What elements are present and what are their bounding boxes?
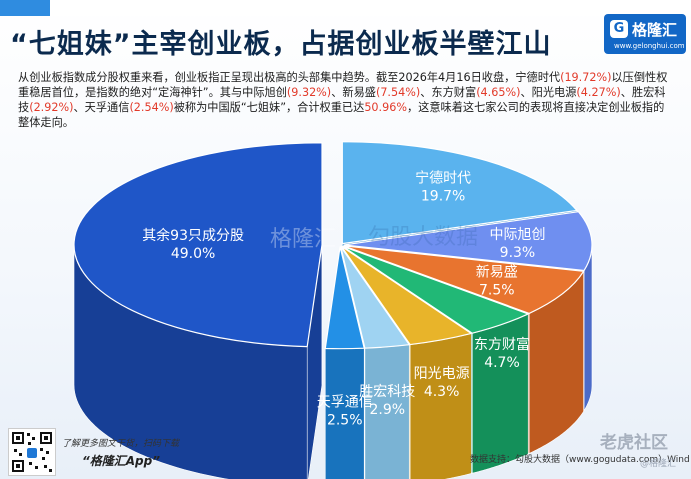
- description-text: 被称为中国版“七姐妹”，合计权重已达: [173, 101, 365, 114]
- data-source: 数据支持：勾股大数据（www.gogudata.com）Wind: [470, 455, 690, 465]
- slice-value-label: 2.9%: [369, 402, 405, 418]
- slice-value-label: 19.7%: [421, 189, 465, 205]
- site-watermark-small: @格隆汇: [640, 459, 677, 469]
- qr-code-icon: [12, 432, 52, 472]
- slice-value-label: 2.5%: [327, 412, 363, 428]
- brand-name: 格隆汇: [632, 21, 678, 39]
- pie-slice-阳光电源[interactable]: [341, 246, 473, 346]
- pie-slice-天孚通信[interactable]: [324, 246, 365, 350]
- slice-category-label: 阳光电源: [414, 366, 470, 382]
- slice-value-label: 4.7%: [484, 355, 520, 371]
- weight-highlight: (2.92%): [29, 101, 74, 114]
- page-title: “七姐妹”主宰创业板，占据创业板半壁江山: [10, 29, 552, 60]
- weight-highlight: (7.54%): [375, 86, 421, 99]
- slice-category-label: 宁德时代: [415, 170, 471, 187]
- pie-slice-side-中际旭创: [583, 244, 593, 412]
- weight-highlight: (9.32%): [286, 86, 332, 99]
- pie-slice-东方财富[interactable]: [342, 245, 530, 334]
- description-text: ，这意味着这七家公司的表现将直接决定创业板指的整体走向。: [18, 101, 665, 129]
- pie-slice-其余93只成分股[interactable]: [73, 142, 323, 348]
- top-bar-accent: [0, 0, 50, 16]
- description-text: 从创业板指数成分股权重来看，创业板指正呈现出极高的头部集中趋势。截至2026年4…: [18, 71, 561, 84]
- slice-value-label: 4.3%: [424, 384, 460, 400]
- brand-url: www.gelonghui.com: [614, 42, 685, 50]
- slice-value-label: 9.3%: [500, 245, 536, 261]
- pie-slice-胜宏科技[interactable]: [340, 246, 411, 349]
- description-text: 、天孚通信: [73, 101, 130, 114]
- pie-slice-side-阳光电源: [409, 333, 472, 479]
- chart-watermark-gelonghui: 格隆汇: [270, 227, 336, 252]
- brand-mark-icon: G: [610, 20, 628, 38]
- pie-tops: [73, 141, 593, 350]
- slice-category-label: 天孚通信: [317, 394, 373, 410]
- slice-category-label: 中际旭创: [489, 227, 545, 243]
- description-paragraph: 从创业板指数成分股权重来看，创业板指正呈现出极高的头部集中趋势。截至2026年4…: [18, 70, 668, 130]
- slice-category-label: 其余93只成分股: [142, 227, 244, 244]
- description-text: 、阳光电源: [520, 86, 577, 99]
- chart-watermark-gogudata: 勾股大数据: [368, 225, 478, 250]
- description-text: 、东方财富: [420, 86, 477, 99]
- brand-logo[interactable]: G 格隆汇 www.gelonghui.com: [604, 14, 686, 54]
- qr-code[interactable]: [8, 428, 56, 476]
- description-text: 以压倒性权重稳居首位，是指数的绝对“定海神针”。其与中际旭创: [18, 71, 668, 99]
- app-name: “格隆汇App”: [82, 454, 160, 468]
- description-text: 、胜宏科技: [18, 86, 666, 114]
- chart-watermarks: 格隆汇 勾股大数据: [270, 225, 478, 252]
- slice-value-label: 7.5%: [479, 282, 515, 298]
- download-hint: 了解更多图文干货，扫码下载: [62, 439, 180, 449]
- slice-category-label: 东方财富: [474, 336, 530, 353]
- weight-highlight: (2.54%): [129, 101, 174, 114]
- pie-slice-宁德时代[interactable]: [341, 141, 578, 245]
- weight-highlight: (4.27%): [576, 86, 621, 99]
- pie-slice-新易盛[interactable]: [343, 245, 585, 315]
- site-watermark: 老虎社区: [600, 433, 668, 453]
- weight-highlight: (4.65%): [476, 86, 521, 99]
- slice-category-label: 胜宏科技: [359, 384, 415, 400]
- weight-highlight: (19.72%): [560, 71, 612, 84]
- slice-value-label: 49.0%: [171, 246, 215, 262]
- description-text: 、新易盛: [331, 86, 376, 99]
- slice-category-label: 新易盛: [476, 264, 518, 280]
- top-bar: [0, 0, 691, 16]
- pie-slice-中际旭创[interactable]: [343, 211, 593, 272]
- weight-highlight: 50.96%: [364, 101, 407, 114]
- pie-labels: 宁德时代 19.7% 中际旭创 9.3% 新易盛 7.5% 东方财富 4.7% 阳光电源 4.3%…: [142, 170, 545, 429]
